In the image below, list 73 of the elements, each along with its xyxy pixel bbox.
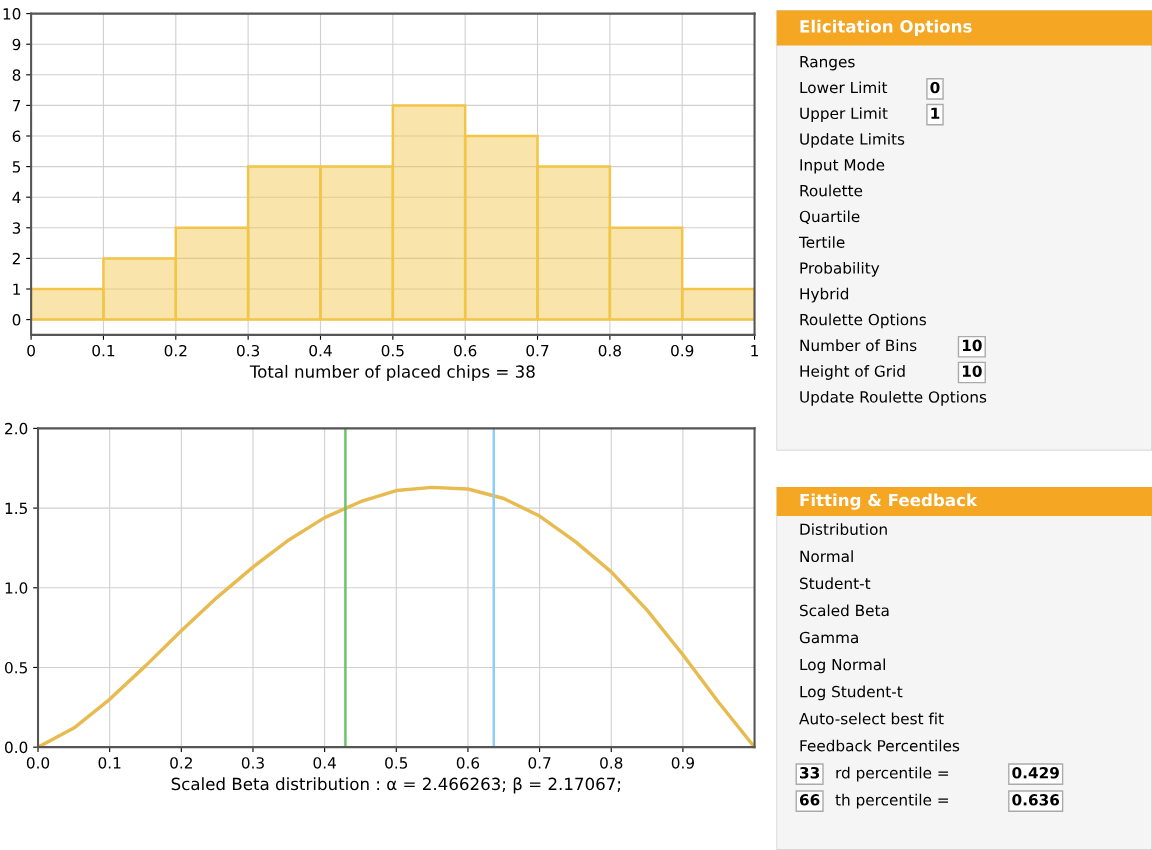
- y-tick-label: 3: [12, 222, 21, 234]
- text: Distribution: [800, 523, 887, 536]
- text: Upper Limit: [800, 107, 888, 123]
- x-tick-label: 0.8: [598, 344, 621, 357]
- text: 33: [800, 766, 820, 779]
- y-tick-label: 2: [12, 252, 20, 265]
- x-tick-label: 0.1: [92, 344, 115, 357]
- text: Roulette Options: [800, 313, 927, 329]
- y-tick-label: 10: [3, 8, 21, 20]
- text: Student-t: [799, 577, 871, 590]
- x-tick-label: 0.5: [381, 344, 404, 357]
- y-tick-label: 0.0: [5, 741, 28, 754]
- y-tick-label: 0: [12, 314, 21, 326]
- text: 1: [931, 107, 940, 119]
- text: Feedback Percentiles: [800, 739, 960, 752]
- x-tick-label: 0.4: [313, 757, 336, 769]
- x-tick-label: 0.8: [600, 757, 623, 769]
- text: Scaled Beta: [799, 604, 889, 617]
- text: th percentile =: [835, 793, 948, 809]
- text: Roulette: [800, 184, 863, 197]
- x-tick-label: 0.9: [671, 344, 694, 357]
- x-tick-label: 0.3: [241, 757, 264, 769]
- x-tick-label: 1: [751, 345, 759, 357]
- text: Log Normal: [800, 658, 885, 674]
- text: Ranges: [800, 56, 855, 71]
- x-tick-label: 0.5: [385, 757, 408, 769]
- y-tick-label: 5: [12, 161, 21, 173]
- text: Hybrid: [800, 287, 849, 303]
- x-tick-label: 0.7: [526, 344, 549, 357]
- text: Elicitation Options: [800, 19, 972, 36]
- y-tick-label: 1.5: [5, 502, 27, 515]
- x-tick-label: 0.2: [164, 344, 187, 357]
- text: Lower Limit: [800, 81, 888, 94]
- y-tick-label: 1.0: [5, 582, 28, 594]
- x-tick-label: 0.6: [456, 757, 480, 769]
- text: Height of Grid: [800, 365, 905, 380]
- text: Probability: [800, 261, 880, 277]
- text: Gamma: [799, 631, 858, 644]
- text: rd percentile =: [836, 766, 949, 782]
- x-tick-label: 0.9: [671, 757, 694, 769]
- text: 66: [799, 794, 820, 806]
- text: 0: [930, 81, 940, 94]
- x-tick-label: 0.3: [237, 344, 260, 357]
- text: Number of Bins: [800, 339, 917, 352]
- y-tick-label: 0.5: [5, 661, 27, 674]
- text: Update Roulette Options: [800, 390, 987, 406]
- text: 10: [962, 339, 982, 352]
- text: Tertile: [798, 236, 845, 248]
- x-tick-label: 0.7: [528, 757, 551, 769]
- text: 10: [962, 365, 982, 377]
- text: 0.636: [1012, 794, 1060, 806]
- y-tick-label: 1: [13, 283, 20, 295]
- text: Fitting & Feedback: [800, 493, 978, 510]
- y-tick-label: 2.0: [5, 422, 28, 435]
- text: Normal: [800, 550, 853, 563]
- text: Update Limits: [800, 133, 905, 148]
- x-tick-label: 0.1: [98, 757, 121, 769]
- text: Log Student-t: [800, 685, 903, 701]
- text: 0.429: [1012, 766, 1059, 779]
- text: Auto-select best fit: [799, 712, 944, 725]
- y-tick-label: 6: [12, 130, 21, 143]
- x-axis-title: Scaled Beta distribution : α = 2.466263; β = 2.17067;: [171, 777, 621, 794]
- x-axis-title: Total number of placed chips = 38: [249, 364, 535, 382]
- y-tick-label: 8: [12, 69, 21, 81]
- text: Input Mode: [800, 158, 885, 174]
- x-tick-label: 0.6: [454, 344, 477, 357]
- y-tick-label: 4: [12, 191, 21, 203]
- x-tick-label: 0.0: [26, 757, 50, 769]
- y-tick-label: 7: [12, 100, 21, 112]
- x-tick-label: 0.2: [170, 757, 192, 769]
- x-tick-label: 0.4: [309, 344, 332, 357]
- text: Quartile: [799, 210, 860, 224]
- y-tick-label: 9: [12, 38, 21, 51]
